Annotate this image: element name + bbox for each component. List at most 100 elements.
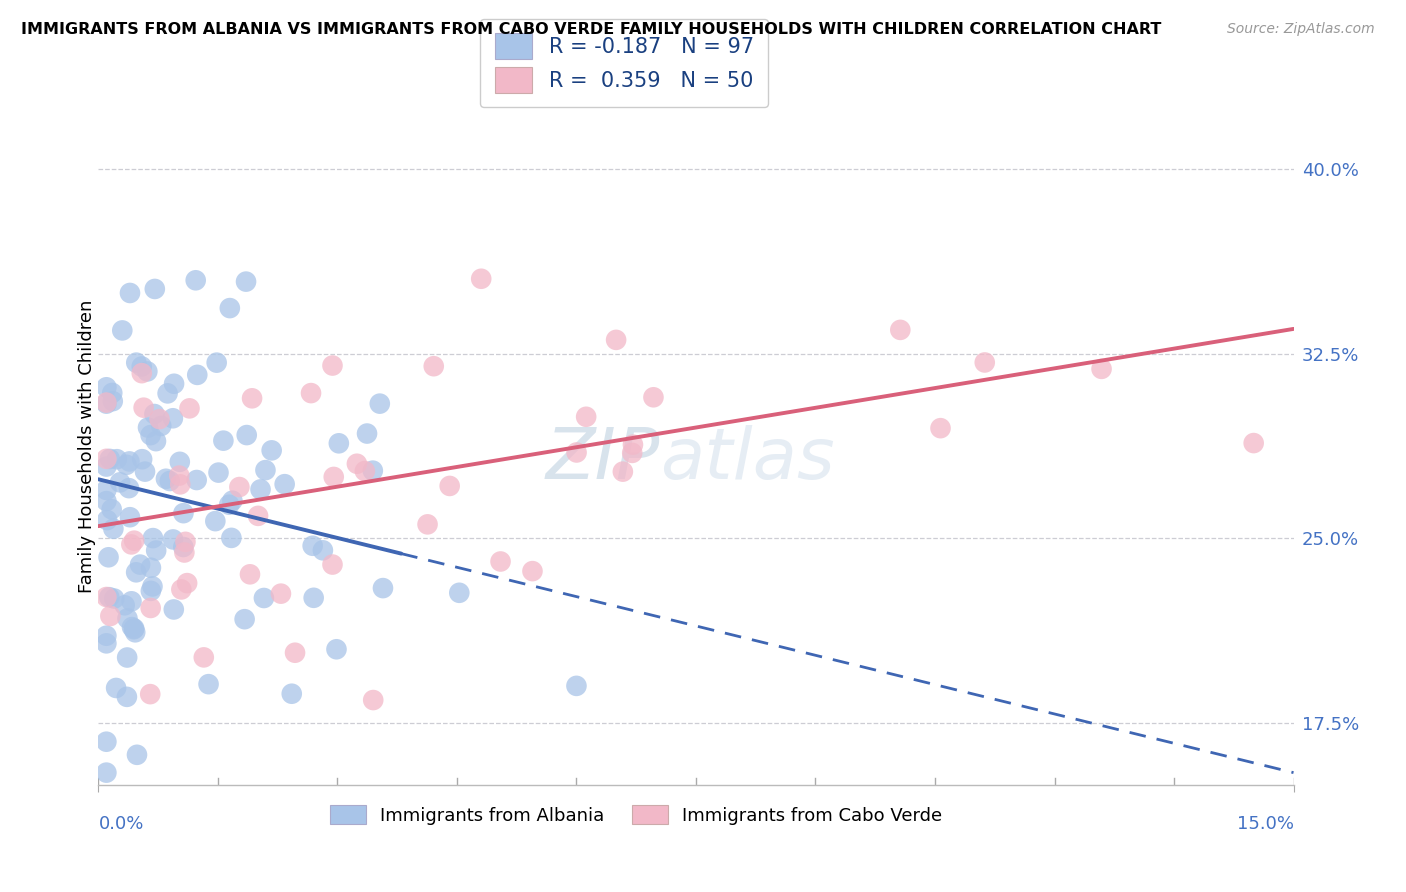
- Point: [162, 533, 184, 547]
- Point: [132, 401, 155, 415]
- Point: [302, 591, 325, 605]
- Point: [105, 681, 128, 695]
- Point: [174, 534, 197, 549]
- Point: [643, 390, 665, 404]
- Point: [96, 451, 118, 466]
- Point: [96, 590, 118, 604]
- Point: [172, 506, 194, 520]
- Point: [247, 508, 270, 523]
- Point: [162, 411, 184, 425]
- Point: [122, 533, 145, 548]
- Point: [111, 323, 134, 337]
- Point: [186, 368, 208, 382]
- Point: [96, 459, 118, 474]
- Point: [612, 465, 634, 479]
- Point: [98, 590, 121, 604]
- Point: [184, 273, 207, 287]
- Point: [1243, 436, 1265, 450]
- Point: [122, 622, 145, 636]
- Point: [131, 366, 153, 380]
- Point: [101, 386, 124, 401]
- Point: [218, 498, 240, 512]
- Point: [321, 558, 343, 572]
- Point: [118, 510, 141, 524]
- Point: [233, 612, 256, 626]
- Point: [139, 601, 162, 615]
- Point: [249, 483, 271, 497]
- Point: [270, 587, 292, 601]
- Point: [301, 539, 323, 553]
- Point: [240, 392, 263, 406]
- Text: 15.0%: 15.0%: [1236, 814, 1294, 832]
- Point: [118, 481, 141, 495]
- Point: [96, 380, 118, 394]
- Point: [148, 412, 170, 426]
- Point: [328, 436, 350, 450]
- Text: ZIP: ZIP: [546, 425, 661, 494]
- Point: [565, 679, 588, 693]
- Point: [98, 452, 121, 467]
- Point: [139, 428, 162, 442]
- Point: [115, 690, 138, 704]
- Text: Source: ZipAtlas.com: Source: ZipAtlas.com: [1227, 22, 1375, 37]
- Point: [125, 747, 148, 762]
- Point: [122, 622, 145, 636]
- Point: [197, 677, 219, 691]
- Point: [179, 401, 201, 416]
- Point: [218, 301, 240, 315]
- Point: [889, 323, 911, 337]
- Point: [312, 543, 335, 558]
- Point: [125, 356, 148, 370]
- Point: [346, 457, 368, 471]
- Point: [142, 531, 165, 545]
- Point: [115, 650, 138, 665]
- Point: [96, 483, 118, 497]
- Point: [356, 426, 378, 441]
- Point: [322, 470, 344, 484]
- Point: [169, 468, 191, 483]
- Point: [136, 420, 159, 434]
- Point: [621, 446, 644, 460]
- Point: [131, 359, 153, 374]
- Point: [172, 540, 194, 554]
- Legend: Immigrants from Albania, Immigrants from Cabo Verde: Immigrants from Albania, Immigrants from…: [321, 797, 952, 833]
- Point: [159, 474, 181, 488]
- Point: [204, 514, 226, 528]
- Point: [361, 693, 384, 707]
- Point: [170, 582, 193, 597]
- Text: 0.0%: 0.0%: [98, 814, 143, 832]
- Point: [416, 517, 439, 532]
- Point: [361, 464, 384, 478]
- Point: [115, 458, 138, 472]
- Point: [228, 480, 250, 494]
- Point: [143, 407, 166, 421]
- Text: IMMIGRANTS FROM ALBANIA VS IMMIGRANTS FROM CABO VERDE FAMILY HOUSEHOLDS WITH CHI: IMMIGRANTS FROM ALBANIA VS IMMIGRANTS FR…: [21, 22, 1161, 37]
- Point: [221, 531, 243, 545]
- Point: [163, 376, 186, 391]
- Point: [114, 599, 136, 613]
- Point: [281, 687, 304, 701]
- Point: [150, 418, 173, 433]
- Point: [489, 554, 512, 568]
- Point: [145, 543, 167, 558]
- Point: [103, 522, 125, 536]
- Point: [117, 611, 139, 625]
- Point: [1090, 362, 1112, 376]
- Point: [105, 452, 128, 467]
- Point: [169, 477, 191, 491]
- Point: [103, 591, 125, 606]
- Point: [254, 463, 277, 477]
- Point: [470, 272, 492, 286]
- Y-axis label: Family Households with Children: Family Households with Children: [79, 300, 96, 592]
- Point: [353, 464, 375, 478]
- Point: [176, 576, 198, 591]
- Point: [121, 620, 143, 634]
- Point: [449, 586, 471, 600]
- Point: [98, 609, 121, 624]
- Point: [299, 386, 322, 401]
- Point: [131, 452, 153, 467]
- Point: [139, 687, 162, 701]
- Point: [96, 397, 118, 411]
- Point: [193, 650, 215, 665]
- Point: [156, 386, 179, 401]
